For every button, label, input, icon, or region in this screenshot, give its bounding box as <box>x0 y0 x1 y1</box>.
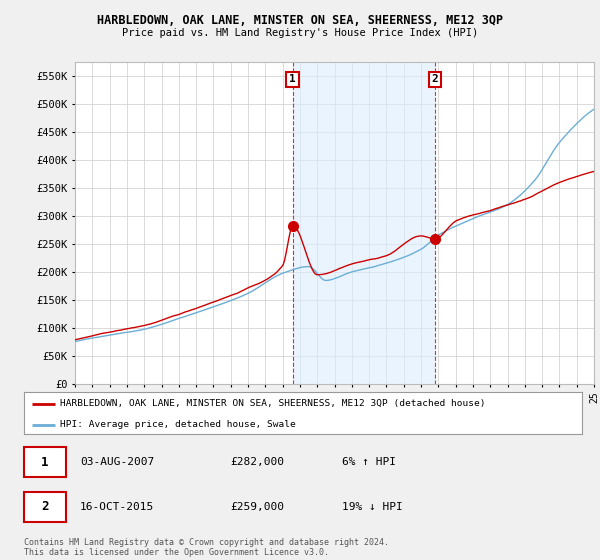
Text: £282,000: £282,000 <box>230 457 284 467</box>
Text: HARBLEDOWN, OAK LANE, MINSTER ON SEA, SHEERNESS, ME12 3QP: HARBLEDOWN, OAK LANE, MINSTER ON SEA, SH… <box>97 14 503 27</box>
Text: Contains HM Land Registry data © Crown copyright and database right 2024.
This d: Contains HM Land Registry data © Crown c… <box>24 538 389 557</box>
FancyBboxPatch shape <box>24 492 66 522</box>
Text: 2: 2 <box>41 500 49 514</box>
Text: HARBLEDOWN, OAK LANE, MINSTER ON SEA, SHEERNESS, ME12 3QP (detached house): HARBLEDOWN, OAK LANE, MINSTER ON SEA, SH… <box>60 399 486 408</box>
FancyBboxPatch shape <box>24 447 66 477</box>
Text: Price paid vs. HM Land Registry's House Price Index (HPI): Price paid vs. HM Land Registry's House … <box>122 28 478 38</box>
Text: HPI: Average price, detached house, Swale: HPI: Average price, detached house, Swal… <box>60 420 296 430</box>
Bar <box>293 62 434 384</box>
Text: 03-AUG-2007: 03-AUG-2007 <box>80 457 154 467</box>
Text: £259,000: £259,000 <box>230 502 284 512</box>
Text: 1: 1 <box>289 74 296 85</box>
Text: 19% ↓ HPI: 19% ↓ HPI <box>342 502 403 512</box>
Text: 6% ↑ HPI: 6% ↑ HPI <box>342 457 396 467</box>
Text: 2: 2 <box>431 74 438 85</box>
Text: 16-OCT-2015: 16-OCT-2015 <box>80 502 154 512</box>
Text: 1: 1 <box>41 455 49 469</box>
